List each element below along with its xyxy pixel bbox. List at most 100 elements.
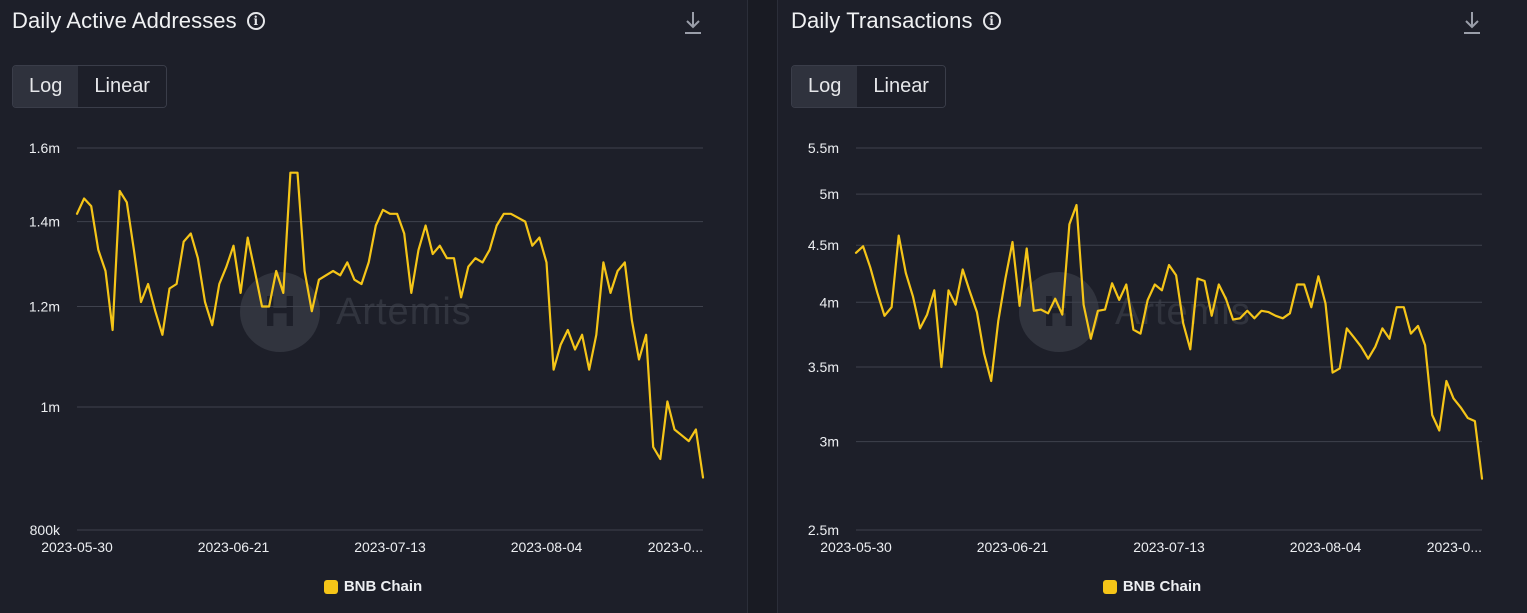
- data-point: [460, 296, 462, 298]
- data-point: [339, 274, 341, 276]
- data-point: [225, 266, 227, 268]
- data-point: [1196, 278, 1198, 280]
- data-point: [659, 458, 661, 460]
- line-chart: 2.5m 3m 3.5m 4m 4.5m 5m 5.5m 2023-05-30 2023-06-…: [808, 140, 1484, 555]
- data-point: [218, 283, 220, 285]
- y-tick-label: 4m: [820, 294, 839, 310]
- data-point: [432, 253, 434, 255]
- data-point: [681, 434, 683, 436]
- data-point: [1147, 299, 1149, 301]
- data-point: [1339, 367, 1341, 369]
- data-point: [481, 261, 483, 263]
- info-icon[interactable]: i: [982, 12, 1001, 30]
- info-icon[interactable]: i: [246, 12, 265, 30]
- data-point: [368, 261, 370, 263]
- data-point: [161, 334, 163, 336]
- data-point: [332, 270, 334, 272]
- data-point: [1012, 241, 1014, 243]
- download-icon[interactable]: [683, 10, 703, 36]
- data-point: [375, 225, 377, 227]
- data-point: [1374, 346, 1376, 348]
- scale-toggle: Log Linear: [12, 65, 167, 108]
- data-point: [990, 380, 992, 382]
- y-tick-label: 5.5m: [808, 140, 839, 156]
- data-point: [1282, 317, 1284, 319]
- line-chart: 800k 1m 1.2m 1.4m 1.6m 2023-05-30 2023-06-21 20…: [29, 140, 705, 555]
- data-point: [325, 274, 327, 276]
- data-point: [346, 261, 348, 263]
- x-tick-label: 2023-06-21: [198, 539, 270, 555]
- y-tick-label: 4.5m: [808, 237, 839, 253]
- x-tick-label: 2023-07-13: [1133, 539, 1205, 555]
- data-point: [617, 270, 619, 272]
- data-point: [176, 283, 178, 285]
- y-tick-label: 2.5m: [808, 522, 839, 538]
- data-point: [1054, 298, 1056, 300]
- data-point: [1381, 327, 1383, 329]
- data-point: [517, 217, 519, 219]
- data-point: [674, 429, 676, 431]
- chart-panel-daily-transactions: Daily Transactions i Log Linear H Artemi…: [779, 0, 1525, 613]
- panel-header: Daily Transactions i: [791, 8, 1001, 34]
- data-point: [282, 292, 284, 294]
- data-point: [1182, 322, 1184, 324]
- scale-toggle: Log Linear: [791, 65, 946, 108]
- chart-title: Daily Active Addresses: [12, 8, 237, 33]
- data-point: [1026, 247, 1028, 249]
- data-point: [1175, 274, 1177, 276]
- data-point: [1111, 282, 1113, 284]
- linear-scale-button[interactable]: Linear: [78, 66, 166, 107]
- data-point: [1289, 312, 1291, 314]
- x-tick-label: 2023-06-21: [977, 539, 1049, 555]
- data-point: [1068, 223, 1070, 225]
- data-point: [453, 257, 455, 259]
- watermark-text: Artemis: [336, 290, 472, 333]
- data-point: [560, 344, 562, 346]
- data-point: [133, 249, 135, 251]
- watermark: H Artemis: [1019, 272, 1251, 352]
- series-line: [854, 203, 1484, 480]
- legend-label[interactable]: BNB Chain: [1122, 578, 1202, 595]
- data-point: [1076, 204, 1078, 206]
- data-point: [869, 266, 871, 268]
- data-point: [1438, 429, 1440, 431]
- log-scale-button[interactable]: Log: [792, 66, 858, 107]
- y-tick-label: 1.4m: [29, 214, 60, 230]
- data-point: [318, 279, 320, 281]
- data-point: [1353, 336, 1355, 338]
- legend-label[interactable]: BNB Chain: [343, 578, 423, 595]
- data-point: [1104, 309, 1106, 311]
- data-point: [382, 209, 384, 211]
- data-point: [76, 213, 78, 215]
- data-point: [876, 292, 878, 294]
- legend-swatch[interactable]: [1102, 579, 1117, 594]
- y-tick-label: 1.6m: [29, 140, 60, 156]
- x-tick-label: 2023-07-13: [354, 539, 426, 555]
- data-point: [1260, 310, 1262, 312]
- data-point: [1211, 315, 1213, 317]
- data-point: [1140, 333, 1142, 335]
- data-point: [410, 292, 412, 294]
- data-point: [1004, 278, 1006, 280]
- download-icon[interactable]: [1462, 10, 1482, 36]
- y-tick-label: 1.2m: [29, 299, 60, 315]
- data-point: [1047, 312, 1049, 314]
- legend-swatch[interactable]: [323, 579, 338, 594]
- y-tick-label: 5m: [820, 186, 839, 202]
- panel-header: Daily Active Addresses i: [12, 8, 265, 34]
- data-point: [610, 292, 612, 294]
- data-point: [997, 320, 999, 322]
- data-point: [1403, 306, 1405, 308]
- data-point: [425, 225, 427, 227]
- linear-scale-button[interactable]: Linear: [857, 66, 945, 107]
- data-point: [1424, 344, 1426, 346]
- data-point: [695, 429, 697, 431]
- data-point: [891, 306, 893, 308]
- log-scale-button[interactable]: Log: [13, 66, 79, 107]
- series-line: [75, 171, 705, 479]
- data-point: [1204, 280, 1206, 282]
- data-point: [1239, 317, 1241, 319]
- data-point: [862, 245, 864, 247]
- data-point: [289, 172, 291, 174]
- x-tick-label: 2023-08-04: [1290, 539, 1362, 555]
